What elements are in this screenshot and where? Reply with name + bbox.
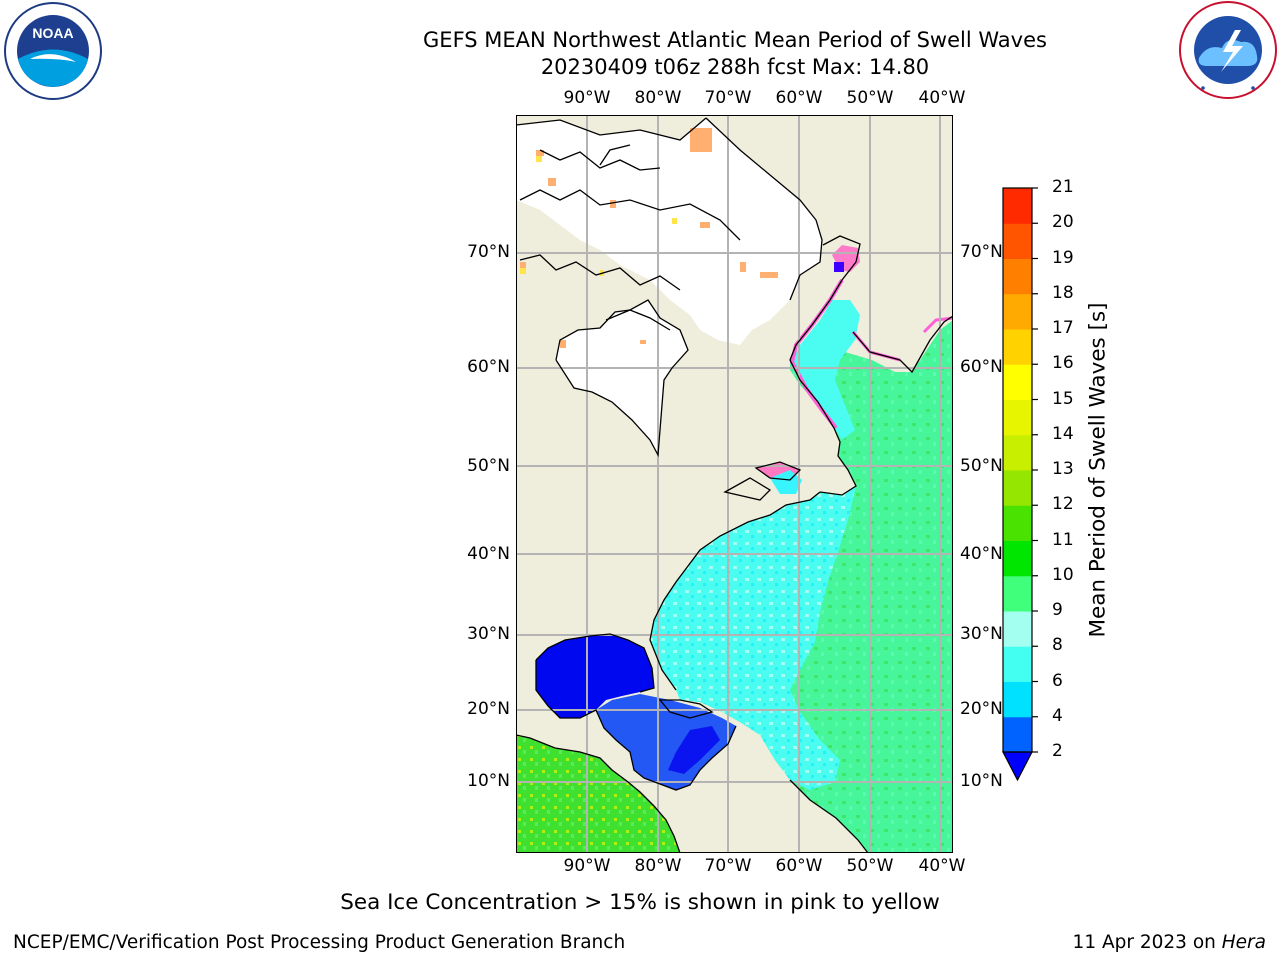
colorbar-tick-label: 18 [1052,282,1074,303]
lat-label-right: 40°N [960,544,1003,564]
colorbar-segment [1003,223,1032,259]
colorbar-tick-label: 21 [1052,177,1074,197]
colorbar-segment [1003,258,1032,295]
lon-label-bottom: 60°W [775,856,823,876]
colorbar-segment [1003,575,1032,612]
colorbar-segment [1003,505,1032,541]
lon-label-bottom: 90°W [563,856,611,876]
lon-label-top: 60°W [775,88,823,108]
noaa-logo: NOAA [4,2,102,100]
svg-text:NOAA: NOAA [32,25,73,41]
lat-label-right: 70°N [960,242,1003,262]
colorbar-segment [1003,540,1032,577]
labrador-sea-band [792,300,860,440]
colorbar-tick-label: 9 [1052,600,1063,620]
sea-ice-caption: Sea Ice Concentration > 15% is shown in … [340,890,940,915]
shelf-waters [650,486,856,790]
lat-label-right: 60°N [960,357,1003,377]
lat-label-left: 30°N [467,624,510,644]
colorbar-segment [1003,470,1032,506]
colorbar-segment [1003,399,1032,436]
arctic-ice-dots [520,128,778,348]
colorbar-tick-label: 20 [1052,212,1074,233]
hudson-bay-ice [556,300,688,455]
colorbar-segment [1003,611,1032,647]
colorbar-tick-label: 17 [1052,318,1074,338]
lon-label-top: 70°W [704,88,752,108]
graticule [516,115,953,853]
nws-logo [1179,1,1277,99]
lat-label-right: 50°N [960,456,1003,476]
colorbar-segment [1003,716,1032,753]
lat-label-right: 10°N [960,771,1003,791]
lon-label-top: 90°W [563,88,611,108]
map-title-line2: 20230409 t06z 288h fcst Max: 14.80 [540,55,930,79]
colorbar-tick-label: 13 [1052,459,1074,479]
lon-label-bottom: 80°W [634,856,682,876]
colorbar-tick-label: 10 [1052,564,1074,585]
sea-ice-spot [834,262,844,272]
colorbar-tick-label: 11 [1052,529,1074,550]
map-title-line1: GEFS MEAN Northwest Atlantic Mean Period… [423,28,1047,52]
caribbean-sea [596,694,736,790]
colorbar-segment [1003,293,1032,330]
lon-label-bottom: 40°W [918,856,966,876]
map-plot-area [516,115,953,853]
lat-label-left: 50°N [467,456,510,476]
lat-label-left: 40°N [467,544,510,564]
colorbar-segment [1003,434,1032,471]
footer-date: 11 Apr 2023 on Hera [1073,932,1266,953]
colorbar-tick-label: 2 [1052,741,1063,761]
lon-label-top: 80°W [634,88,682,108]
iceland-ice-edge [922,316,953,334]
colorbar-tick-label: 14 [1052,423,1074,444]
footer-date-text: 11 Apr 2023 on [1072,932,1222,953]
colorbar-tick-label: 8 [1052,635,1063,656]
lon-label-bottom: 50°W [846,856,894,876]
lon-label-top: 50°W [846,88,894,108]
lat-label-left: 60°N [467,357,510,377]
gulf-of-mexico [536,634,654,718]
colorbar-segment [1003,329,1032,365]
colorbar [1002,187,1038,782]
lat-label-right: 30°N [960,624,1003,644]
colorbar-tick-label: 19 [1052,247,1074,268]
lat-label-right: 20°N [960,699,1003,719]
lat-label-left: 20°N [467,699,510,719]
footer-host: Hera [1221,932,1266,953]
arctic-ice [516,118,822,345]
colorbar-segment [1003,681,1032,718]
footer-credit: NCEP/EMC/Verification Post Processing Pr… [13,932,626,953]
colorbar-tick-label: 16 [1052,353,1074,374]
caribbean-deep [668,726,720,774]
coastlines [516,117,953,853]
colorbar-segment [1003,364,1032,400]
eastern-pacific [516,735,680,853]
colorbar-label: Mean Period of Swell Waves [s] [1085,302,1111,638]
lat-label-left: 70°N [467,242,510,262]
colorbar-tick-label: 4 [1052,705,1063,726]
lon-label-bottom: 70°W [704,856,752,876]
colorbar-tick-label: 12 [1052,494,1074,515]
lon-label-top: 40°W [918,88,966,108]
colorbar-tick-label: 6 [1052,670,1063,691]
colorbar-segment [1003,188,1032,224]
colorbar-segment [1003,646,1032,682]
colorbar-tick-label: 15 [1052,388,1074,409]
lat-label-left: 10°N [467,771,510,791]
